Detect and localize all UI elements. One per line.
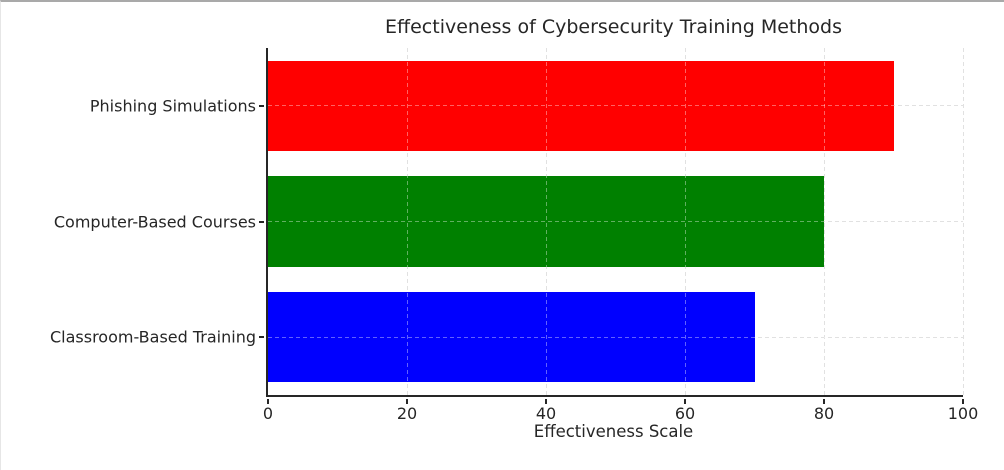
x-tick-mark: [406, 399, 408, 404]
x-tick-mark: [962, 399, 964, 404]
x-tick-label: 20: [396, 404, 418, 423]
chart-title: Effectiveness of Cybersecurity Training …: [385, 16, 842, 38]
x-tick-mark: [545, 399, 547, 404]
y-tick-mark: [259, 220, 264, 223]
gridline-vertical-overlay: [823, 48, 825, 395]
y-tick-mark: [259, 104, 264, 107]
plot-area: 0 20 40 60 80 100 Phishing Simulations Computer…: [50, 48, 978, 423]
x-tick-label: 80: [813, 404, 835, 423]
bar-classroom-based-training: [268, 292, 755, 383]
x-tick-mark: [684, 399, 686, 404]
y-tick-mark: [259, 336, 264, 339]
x-tick-mark: [267, 399, 269, 404]
bar-computer-based-courses: [268, 176, 824, 267]
x-tick-label: 40: [535, 404, 557, 423]
gridline-horizontal-overlay: [268, 105, 963, 107]
gridline-vertical-overlay: [406, 48, 408, 395]
gridline-vertical-overlay: [962, 48, 964, 395]
bar-phishing-simulations: [268, 60, 894, 151]
gridline-horizontal-overlay: [268, 336, 963, 338]
x-tick-mark: [823, 399, 825, 404]
gridline-vertical-overlay: [545, 48, 547, 395]
y-tick-label: Phishing Simulations: [89, 96, 256, 116]
x-tick-label: 60: [674, 404, 696, 423]
y-tick-label: Computer-Based Courses: [53, 212, 256, 231]
gridline-horizontal-overlay: [268, 221, 963, 222]
y-tick-label: Classroom-Based Training: [49, 327, 256, 347]
gridline-vertical-overlay: [684, 48, 686, 395]
x-tick-label: 0: [262, 404, 274, 423]
gridline-vertical: [962, 48, 964, 395]
x-tick-label: 100: [947, 404, 979, 423]
x-axis-label: Effectiveness Scale: [533, 422, 694, 441]
